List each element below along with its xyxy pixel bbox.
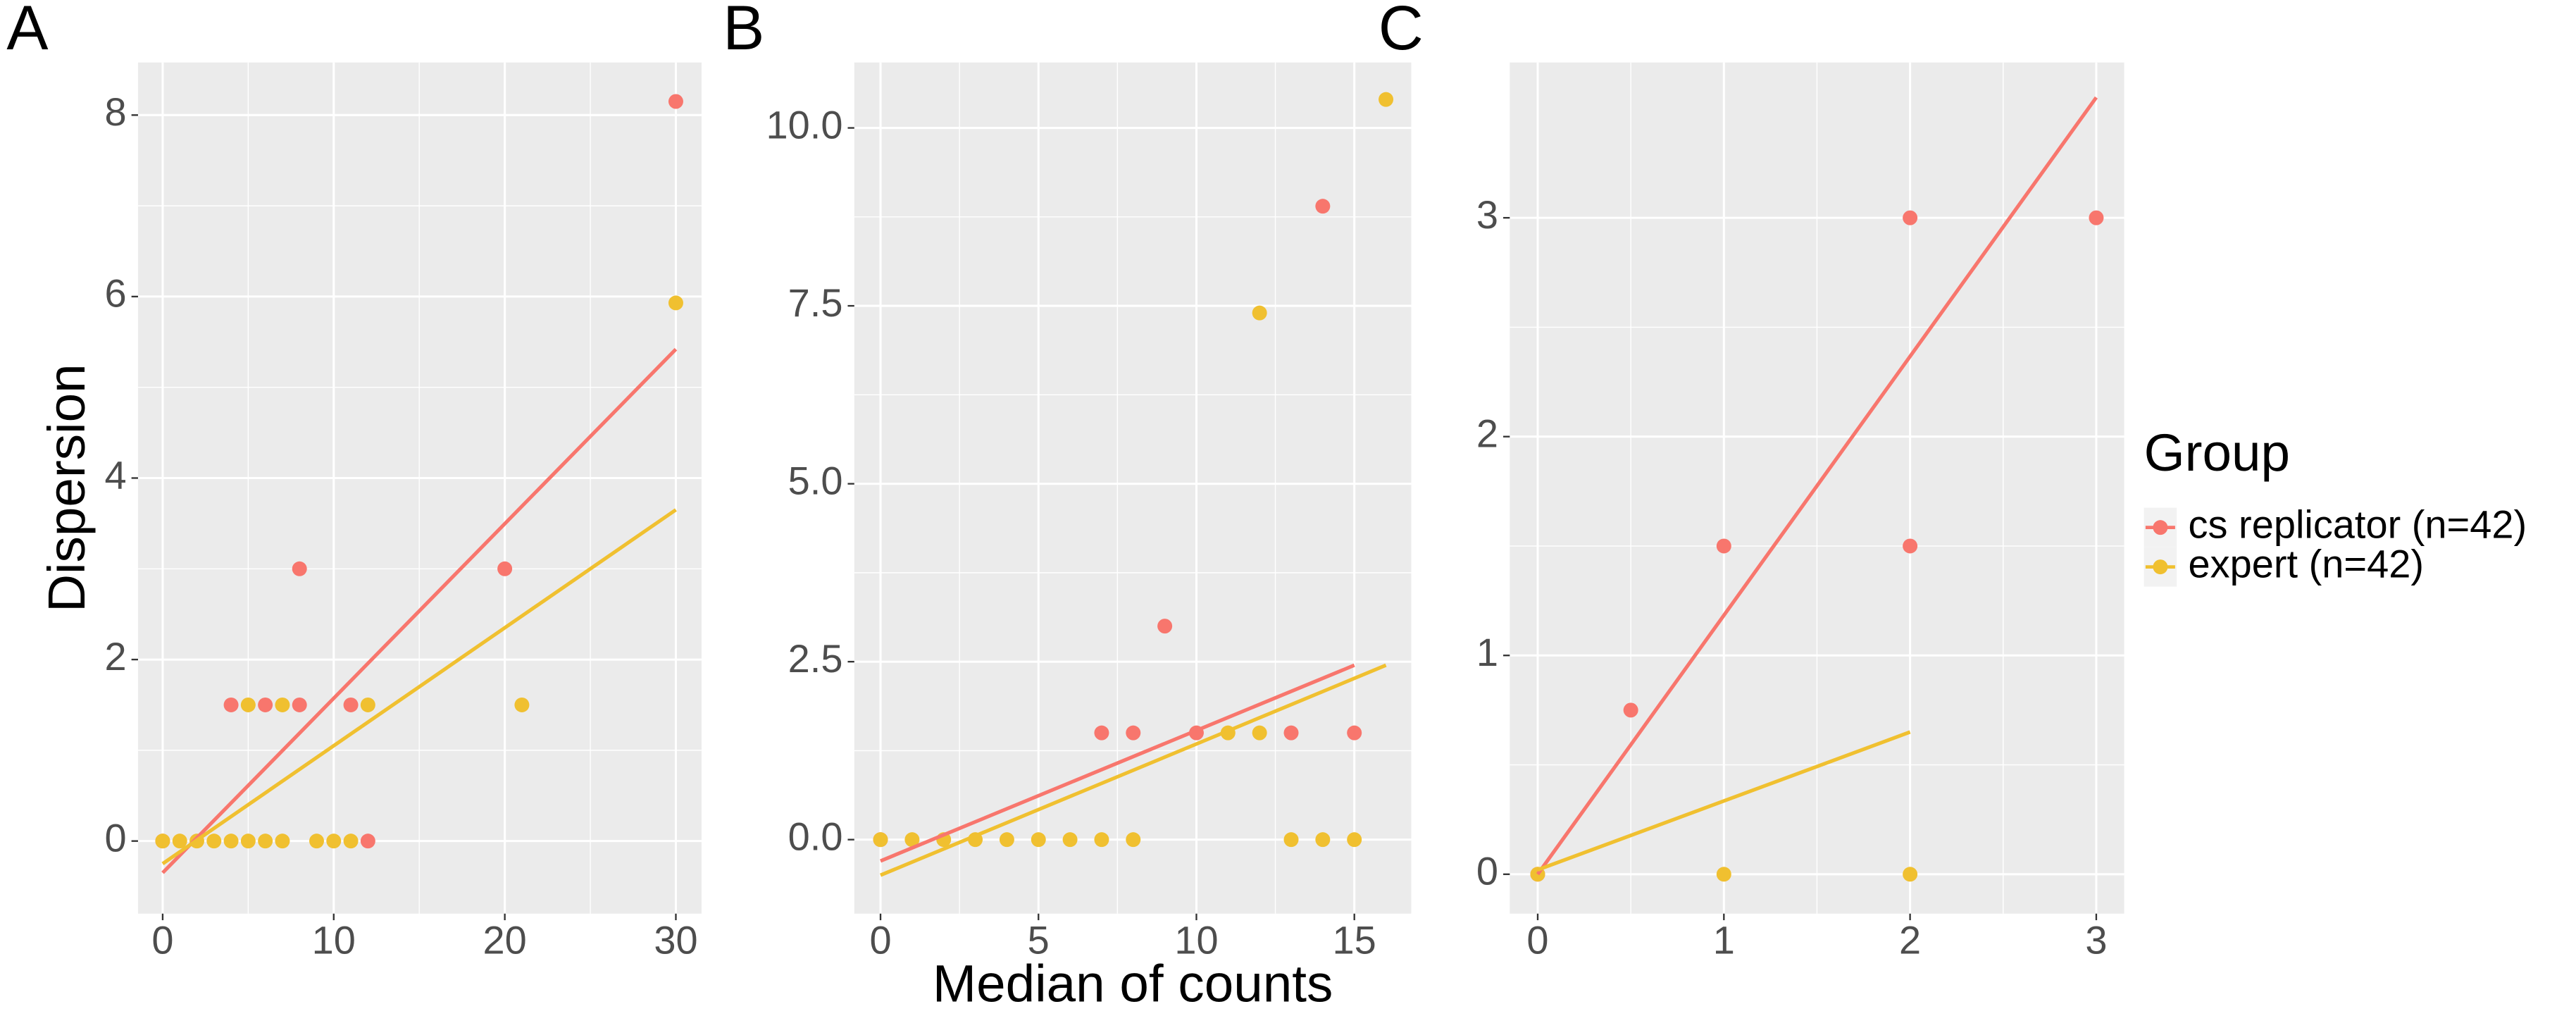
point [1903, 867, 1918, 882]
panel-tag: A [6, 0, 48, 63]
y-tick-label: 5.0 [788, 458, 843, 502]
y-tick-label: 4 [104, 452, 126, 497]
panel-tag: B [723, 0, 764, 63]
point [360, 834, 375, 849]
point [309, 834, 324, 849]
point [1903, 538, 1918, 554]
point [1094, 832, 1109, 848]
y-tick-label: 3 [1476, 192, 1498, 237]
point [1283, 725, 1299, 741]
legend-label: expert (n=42) [2189, 541, 2424, 586]
point [258, 697, 273, 712]
y-axis-label: Dispersion [37, 364, 96, 612]
legend-label: cs replicator (n=42) [2189, 502, 2527, 546]
y-tick-label: 6 [104, 271, 126, 316]
point [1062, 832, 1078, 848]
point [326, 834, 342, 849]
plot-background [137, 62, 702, 914]
fit-line [880, 663, 1387, 877]
point [999, 832, 1014, 848]
y-tick-label: 8 [104, 89, 126, 134]
point [1716, 538, 1731, 554]
y-tick-label: 10.0 [766, 102, 843, 147]
point [240, 834, 256, 849]
point [275, 834, 290, 849]
x-tick-label: 20 [483, 917, 526, 962]
point [1126, 725, 1141, 741]
point [1347, 725, 1362, 741]
y-tick-label: 2 [104, 634, 126, 679]
legend-point [2153, 559, 2168, 575]
point [668, 295, 683, 311]
point [1252, 725, 1267, 741]
point [223, 834, 239, 849]
point [172, 834, 187, 849]
point [1283, 832, 1299, 848]
point [1094, 725, 1109, 741]
point [292, 561, 307, 576]
fit-line [161, 508, 677, 865]
fit-line [880, 663, 1355, 863]
point [1716, 867, 1731, 882]
point [904, 832, 920, 848]
fit-line [1537, 730, 1911, 872]
point [240, 697, 256, 712]
point [292, 697, 307, 712]
x-axis-label: Median of counts [933, 953, 1333, 1012]
panel-tag: C [1379, 0, 1424, 63]
point [343, 834, 359, 849]
x-tick-label: 0 [151, 917, 173, 962]
point [155, 834, 170, 849]
point [1903, 210, 1918, 225]
y-tick-label: 2.5 [788, 636, 843, 681]
point [1623, 702, 1638, 718]
point [1315, 832, 1331, 848]
point [873, 832, 888, 848]
point [1315, 199, 1331, 214]
y-tick-label: 0.0 [788, 814, 843, 858]
y-tick-label: 2 [1476, 411, 1498, 455]
point [668, 94, 683, 109]
point [514, 697, 530, 712]
x-tick-label: 30 [654, 917, 697, 962]
point [497, 561, 513, 576]
x-tick-label: 1 [1713, 917, 1735, 962]
point [360, 697, 375, 712]
point [1347, 832, 1362, 848]
point [1126, 832, 1141, 848]
point [1157, 619, 1173, 634]
point [1252, 305, 1267, 321]
x-tick-label: 15 [1333, 917, 1376, 962]
legend-point [2153, 520, 2168, 535]
x-tick-label: 5 [1028, 917, 1050, 962]
y-tick-label: 7.5 [788, 280, 843, 325]
y-tick-label: 0 [104, 815, 126, 860]
y-tick-label: 1 [1476, 630, 1498, 674]
x-tick-label: 10 [312, 917, 356, 962]
point [2089, 210, 2104, 225]
point [258, 834, 273, 849]
point [275, 697, 290, 712]
point [343, 697, 359, 712]
fit-line [1536, 96, 2098, 876]
legend-title: Group [2144, 423, 2290, 482]
point [1379, 92, 1394, 107]
x-tick-label: 2 [1899, 917, 1921, 962]
point [223, 697, 239, 712]
x-tick-label: 0 [1526, 917, 1548, 962]
x-tick-label: 10 [1174, 917, 1218, 962]
x-tick-label: 3 [2085, 917, 2107, 962]
fit-line [161, 347, 678, 874]
y-tick-label: 0 [1476, 849, 1498, 893]
point [1031, 832, 1046, 848]
plot-background [854, 62, 1412, 914]
point [206, 834, 222, 849]
x-tick-label: 0 [869, 917, 891, 962]
